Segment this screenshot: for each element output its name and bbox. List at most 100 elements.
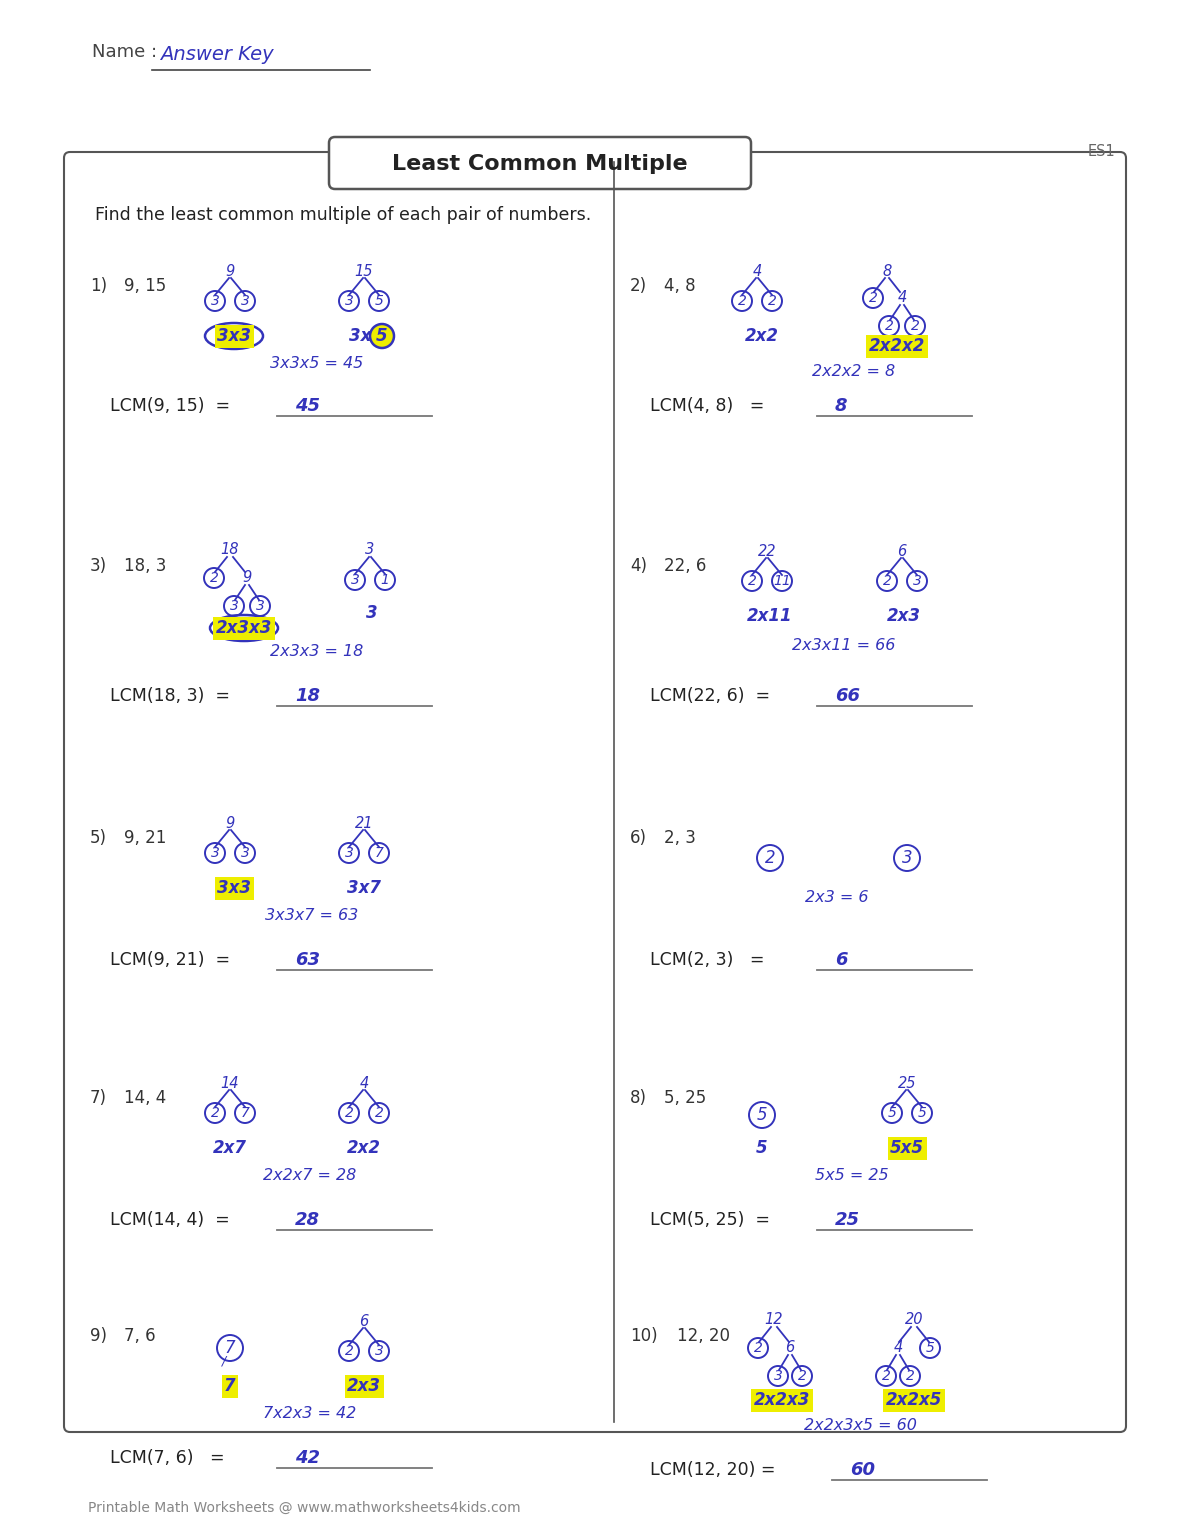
- Circle shape: [370, 324, 394, 349]
- Text: Least Common Multiple: Least Common Multiple: [392, 154, 687, 174]
- Text: 2: 2: [768, 293, 776, 309]
- Text: 3: 3: [229, 599, 239, 613]
- Text: 21: 21: [355, 816, 373, 831]
- Text: /: /: [222, 1355, 227, 1367]
- Text: 45: 45: [296, 396, 320, 415]
- Text: 4: 4: [894, 1341, 902, 1355]
- Text: 3: 3: [241, 293, 249, 309]
- Text: 8: 8: [882, 264, 891, 278]
- Text: 6: 6: [834, 951, 848, 969]
- Text: 3: 3: [366, 542, 375, 558]
- Text: 25: 25: [834, 1210, 861, 1229]
- Text: 3x3: 3x3: [217, 879, 250, 897]
- Text: 2: 2: [344, 1344, 354, 1358]
- Text: 3x3: 3x3: [217, 327, 250, 346]
- Text: 2, 3: 2, 3: [664, 829, 696, 846]
- Text: 5, 25: 5, 25: [664, 1089, 706, 1107]
- Text: 6: 6: [786, 1341, 794, 1355]
- Text: 2x2: 2x2: [347, 1140, 381, 1157]
- Text: 18: 18: [296, 687, 320, 705]
- Text: 10): 10): [630, 1327, 658, 1346]
- Text: 2: 2: [210, 1106, 220, 1120]
- Text: ES1: ES1: [1088, 144, 1116, 160]
- Text: LCM(9, 15)  =: LCM(9, 15) =: [110, 396, 230, 415]
- Text: 3: 3: [344, 846, 354, 860]
- Text: 15: 15: [355, 264, 373, 278]
- Text: 28: 28: [296, 1210, 320, 1229]
- Text: 18: 18: [221, 542, 240, 558]
- Text: 3x: 3x: [349, 327, 372, 346]
- Text: 60: 60: [850, 1461, 875, 1479]
- Text: LCM(22, 6)  =: LCM(22, 6) =: [650, 687, 770, 705]
- Text: 5: 5: [926, 1341, 934, 1355]
- Text: Find the least common multiple of each pair of numbers.: Find the least common multiple of each p…: [95, 206, 591, 224]
- Text: 22, 6: 22, 6: [664, 558, 706, 574]
- Text: 1: 1: [381, 573, 389, 587]
- Text: 3: 3: [255, 599, 265, 613]
- Text: 14: 14: [221, 1075, 240, 1091]
- Text: 2: 2: [883, 574, 891, 588]
- Text: 2: 2: [737, 293, 747, 309]
- Text: 2: 2: [748, 574, 756, 588]
- Text: 4: 4: [360, 1075, 369, 1091]
- Text: 9, 21: 9, 21: [123, 829, 166, 846]
- Text: 3: 3: [902, 849, 913, 866]
- Text: 3x7: 3x7: [347, 879, 381, 897]
- Text: 11: 11: [773, 574, 791, 588]
- FancyBboxPatch shape: [64, 152, 1126, 1432]
- Text: 2: 2: [869, 290, 877, 306]
- Text: 3: 3: [344, 293, 354, 309]
- Text: 2: 2: [798, 1369, 806, 1382]
- Text: 3: 3: [350, 573, 360, 587]
- Text: LCM(14, 4)  =: LCM(14, 4) =: [110, 1210, 230, 1229]
- Text: 5x5 = 25: 5x5 = 25: [815, 1167, 889, 1183]
- Text: 12, 20: 12, 20: [677, 1327, 730, 1346]
- Text: 2x11: 2x11: [747, 607, 793, 625]
- Text: Name :: Name :: [93, 43, 157, 61]
- Text: 2: 2: [764, 849, 775, 866]
- Text: 14, 4: 14, 4: [123, 1089, 166, 1107]
- Text: 5: 5: [376, 327, 388, 346]
- Text: 6: 6: [897, 544, 907, 559]
- Text: 4: 4: [897, 290, 907, 306]
- Text: Answer Key: Answer Key: [160, 46, 274, 65]
- Text: 5: 5: [375, 293, 383, 309]
- Text: 66: 66: [834, 687, 861, 705]
- Text: 3): 3): [90, 558, 107, 574]
- Text: 4): 4): [630, 558, 647, 574]
- Text: 3: 3: [913, 574, 921, 588]
- Text: 2x3x3 = 18: 2x3x3 = 18: [271, 644, 363, 659]
- Text: LCM(4, 8)   =: LCM(4, 8) =: [650, 396, 764, 415]
- Text: 7: 7: [375, 846, 383, 860]
- Text: 7: 7: [224, 1339, 235, 1356]
- Text: 9: 9: [226, 816, 235, 831]
- Text: LCM(18, 3)  =: LCM(18, 3) =: [110, 687, 230, 705]
- Text: LCM(9, 21)  =: LCM(9, 21) =: [110, 951, 230, 969]
- Text: 9: 9: [226, 264, 235, 278]
- Text: 3: 3: [366, 604, 377, 622]
- Text: 20: 20: [904, 1312, 923, 1327]
- Text: 5: 5: [888, 1106, 896, 1120]
- Text: 2: 2: [210, 571, 218, 585]
- Text: 2x2x2: 2x2x2: [869, 336, 925, 355]
- Text: 2x3: 2x3: [887, 607, 921, 625]
- Text: 3: 3: [210, 846, 220, 860]
- Text: 4, 8: 4, 8: [664, 276, 696, 295]
- Text: 63: 63: [296, 951, 320, 969]
- Text: 3: 3: [774, 1369, 782, 1382]
- Text: 2x3: 2x3: [347, 1376, 381, 1395]
- Text: 18, 3: 18, 3: [123, 558, 166, 574]
- Text: 8): 8): [630, 1089, 647, 1107]
- Text: 5): 5): [90, 829, 107, 846]
- Text: 2: 2: [906, 1369, 914, 1382]
- Text: 2x7: 2x7: [212, 1140, 247, 1157]
- Text: 2: 2: [882, 1369, 890, 1382]
- FancyBboxPatch shape: [329, 137, 751, 189]
- Text: 2): 2): [630, 276, 647, 295]
- Text: 2: 2: [344, 1106, 354, 1120]
- Text: 5: 5: [918, 1106, 926, 1120]
- Text: 2: 2: [884, 319, 894, 333]
- Text: 25: 25: [897, 1075, 916, 1091]
- Text: 3: 3: [241, 846, 249, 860]
- Text: 3: 3: [210, 293, 220, 309]
